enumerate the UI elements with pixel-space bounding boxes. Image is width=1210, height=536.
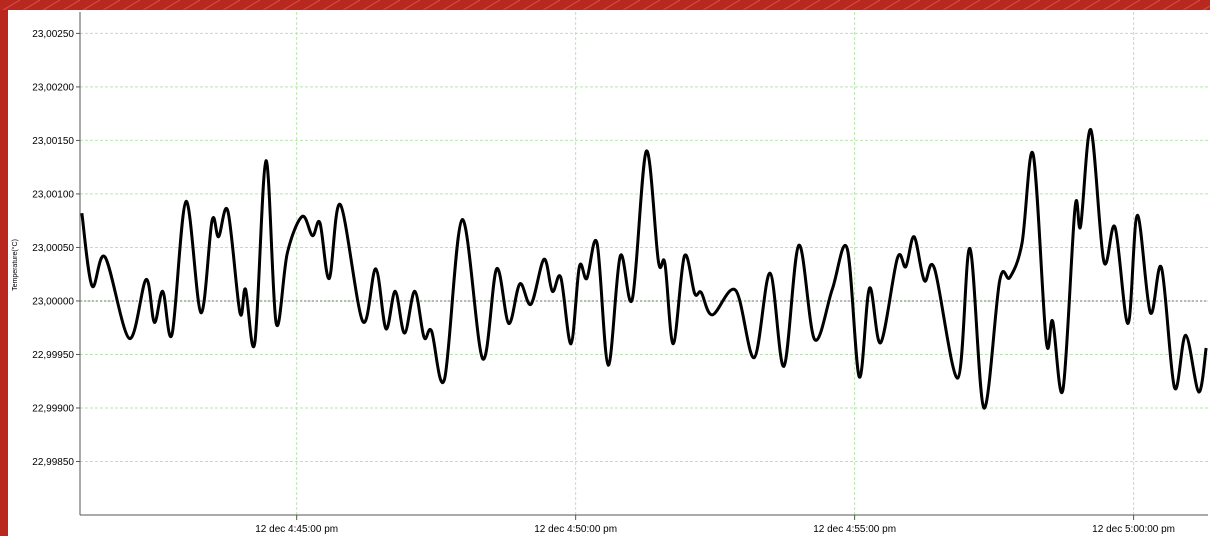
decoration bbox=[0, 0, 1210, 10]
y-tick-label: 22,99900 bbox=[32, 403, 74, 414]
y-tick-label: 23,00200 bbox=[32, 82, 74, 93]
x-tick-label: 12 dec 4:50:00 pm bbox=[534, 524, 617, 535]
y-tick-label: 22,99850 bbox=[32, 457, 74, 468]
plot-panel bbox=[8, 10, 1210, 536]
x-tick-label: 12 dec 4:45:00 pm bbox=[255, 524, 338, 535]
x-tick-label: 12 dec 4:55:00 pm bbox=[813, 524, 896, 535]
y-tick-label: 23,00000 bbox=[32, 296, 74, 307]
y-tick-label: 23,00150 bbox=[32, 136, 74, 147]
ticks bbox=[76, 32, 1135, 520]
y-tick-label: 23,00250 bbox=[32, 29, 74, 40]
y-axis-title: Temperature(°C) bbox=[11, 239, 19, 291]
y-tick-label: 23,00100 bbox=[32, 189, 74, 200]
y-tick-label: 23,00050 bbox=[32, 243, 74, 254]
data-line bbox=[80, 128, 1208, 410]
x-tick-label: 12 dec 5:00:00 pm bbox=[1092, 524, 1175, 535]
y-tick-label: 22,99950 bbox=[32, 350, 74, 361]
